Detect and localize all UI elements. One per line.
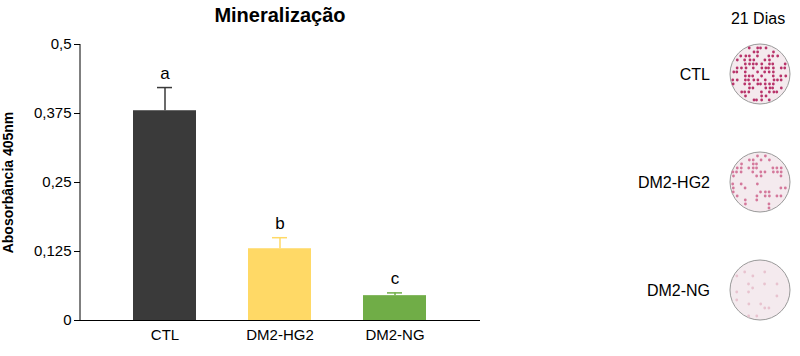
svg-text:21 Dias: 21 Dias xyxy=(731,10,785,27)
svg-text:0,25: 0,25 xyxy=(42,173,71,190)
svg-text:DM2-HG2: DM2-HG2 xyxy=(246,326,314,343)
svg-text:CTL: CTL xyxy=(151,326,179,343)
svg-text:0: 0 xyxy=(63,311,71,328)
svg-text:CTL: CTL xyxy=(680,66,710,83)
svg-text:Abosorbância 405nm: Abosorbância 405nm xyxy=(0,112,16,254)
svg-text:DM2-NG: DM2-NG xyxy=(647,282,710,299)
html-text:Mineralização: Mineralização xyxy=(214,4,346,26)
svg-text:c: c xyxy=(391,269,400,288)
svg-text:0,125: 0,125 xyxy=(34,242,72,259)
svg-text:b: b xyxy=(275,214,284,233)
svg-text:DM2-HG2: DM2-HG2 xyxy=(638,174,710,191)
svg-text:DM2-NG: DM2-NG xyxy=(365,326,424,343)
svg-text:0,375: 0,375 xyxy=(34,104,72,121)
svg-text:0,5: 0,5 xyxy=(51,35,72,52)
svg-text:a: a xyxy=(160,64,170,83)
